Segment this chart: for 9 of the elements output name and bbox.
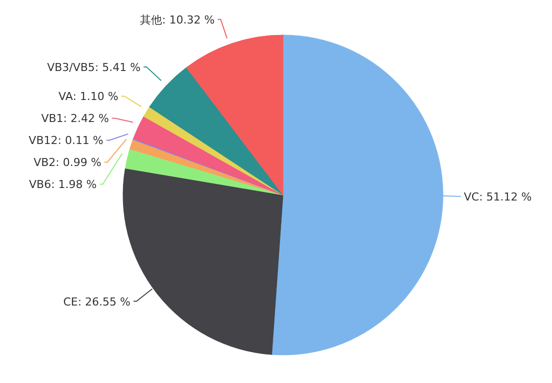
- slice-label: VA: 1.10 %: [58, 90, 118, 104]
- slice-label: VB2: 0.99 %: [34, 156, 102, 170]
- slice-label: 其他: 10.32 %: [140, 13, 215, 26]
- slice-label: VC: 51.12 %: [464, 190, 532, 204]
- slice-label: VB12: 0.11 %: [28, 134, 104, 148]
- slice-label: VB1: 2.42 %: [41, 112, 109, 126]
- slice-label: VB3/VB5: 5.41 %: [47, 60, 141, 74]
- slice-label: VB6: 1.98 %: [29, 178, 97, 192]
- slice-label: CE: 26.55 %: [63, 295, 131, 308]
